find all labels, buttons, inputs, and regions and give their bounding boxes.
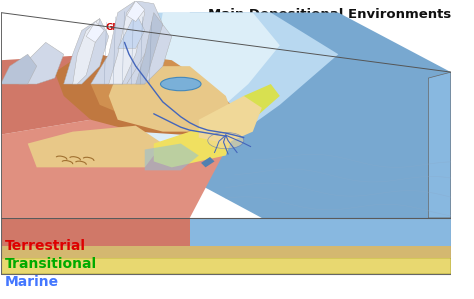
Polygon shape [0,246,451,258]
Text: Main Depositional Environments: Main Depositional Environments [208,8,451,21]
Polygon shape [0,114,226,218]
Polygon shape [0,218,190,246]
Text: Continental
slope: Continental slope [329,100,388,119]
Polygon shape [91,1,163,84]
Text: Deltaic: Deltaic [208,117,244,126]
Text: Transitional: Transitional [5,257,97,271]
Text: Lacustrine: Lacustrine [149,80,203,89]
Ellipse shape [161,77,201,91]
Polygon shape [55,54,235,135]
Polygon shape [27,126,163,167]
Polygon shape [118,13,145,48]
Polygon shape [199,96,262,144]
Text: Glacial: Glacial [105,23,139,32]
Polygon shape [136,13,163,84]
Polygon shape [109,1,145,84]
Text: Terrestrial: Terrestrial [5,239,86,253]
Text: Tidal Flat: Tidal Flat [231,87,279,96]
Polygon shape [0,54,181,135]
Polygon shape [201,157,215,167]
Polygon shape [86,22,104,42]
Text: Marine: Marine [5,275,59,289]
Text: Continental shelf: Continental shelf [243,80,330,89]
Polygon shape [64,19,109,84]
Polygon shape [18,42,64,84]
Polygon shape [127,1,145,22]
Polygon shape [127,25,172,84]
Polygon shape [145,13,280,155]
Polygon shape [190,13,451,218]
Text: Lagoonal: Lagoonal [77,179,123,188]
Polygon shape [73,19,100,84]
Text: Deep
marine: Deep marine [399,109,435,128]
Polygon shape [0,54,36,84]
Ellipse shape [208,132,244,149]
Polygon shape [145,13,338,173]
Polygon shape [145,144,199,170]
Polygon shape [154,126,235,167]
Text: Eolian: Eolian [59,164,91,173]
Text: Alluvial: Alluvial [13,68,51,77]
Polygon shape [109,66,235,132]
Polygon shape [0,258,451,274]
Polygon shape [91,54,235,126]
Polygon shape [262,13,451,218]
Polygon shape [190,218,451,246]
Text: Shallow marine/
Reefal: Shallow marine/ Reefal [194,153,271,173]
Text: Fluvial: Fluvial [146,120,180,129]
Polygon shape [208,84,280,138]
Text: Beach: Beach [158,152,190,161]
Polygon shape [428,72,451,218]
